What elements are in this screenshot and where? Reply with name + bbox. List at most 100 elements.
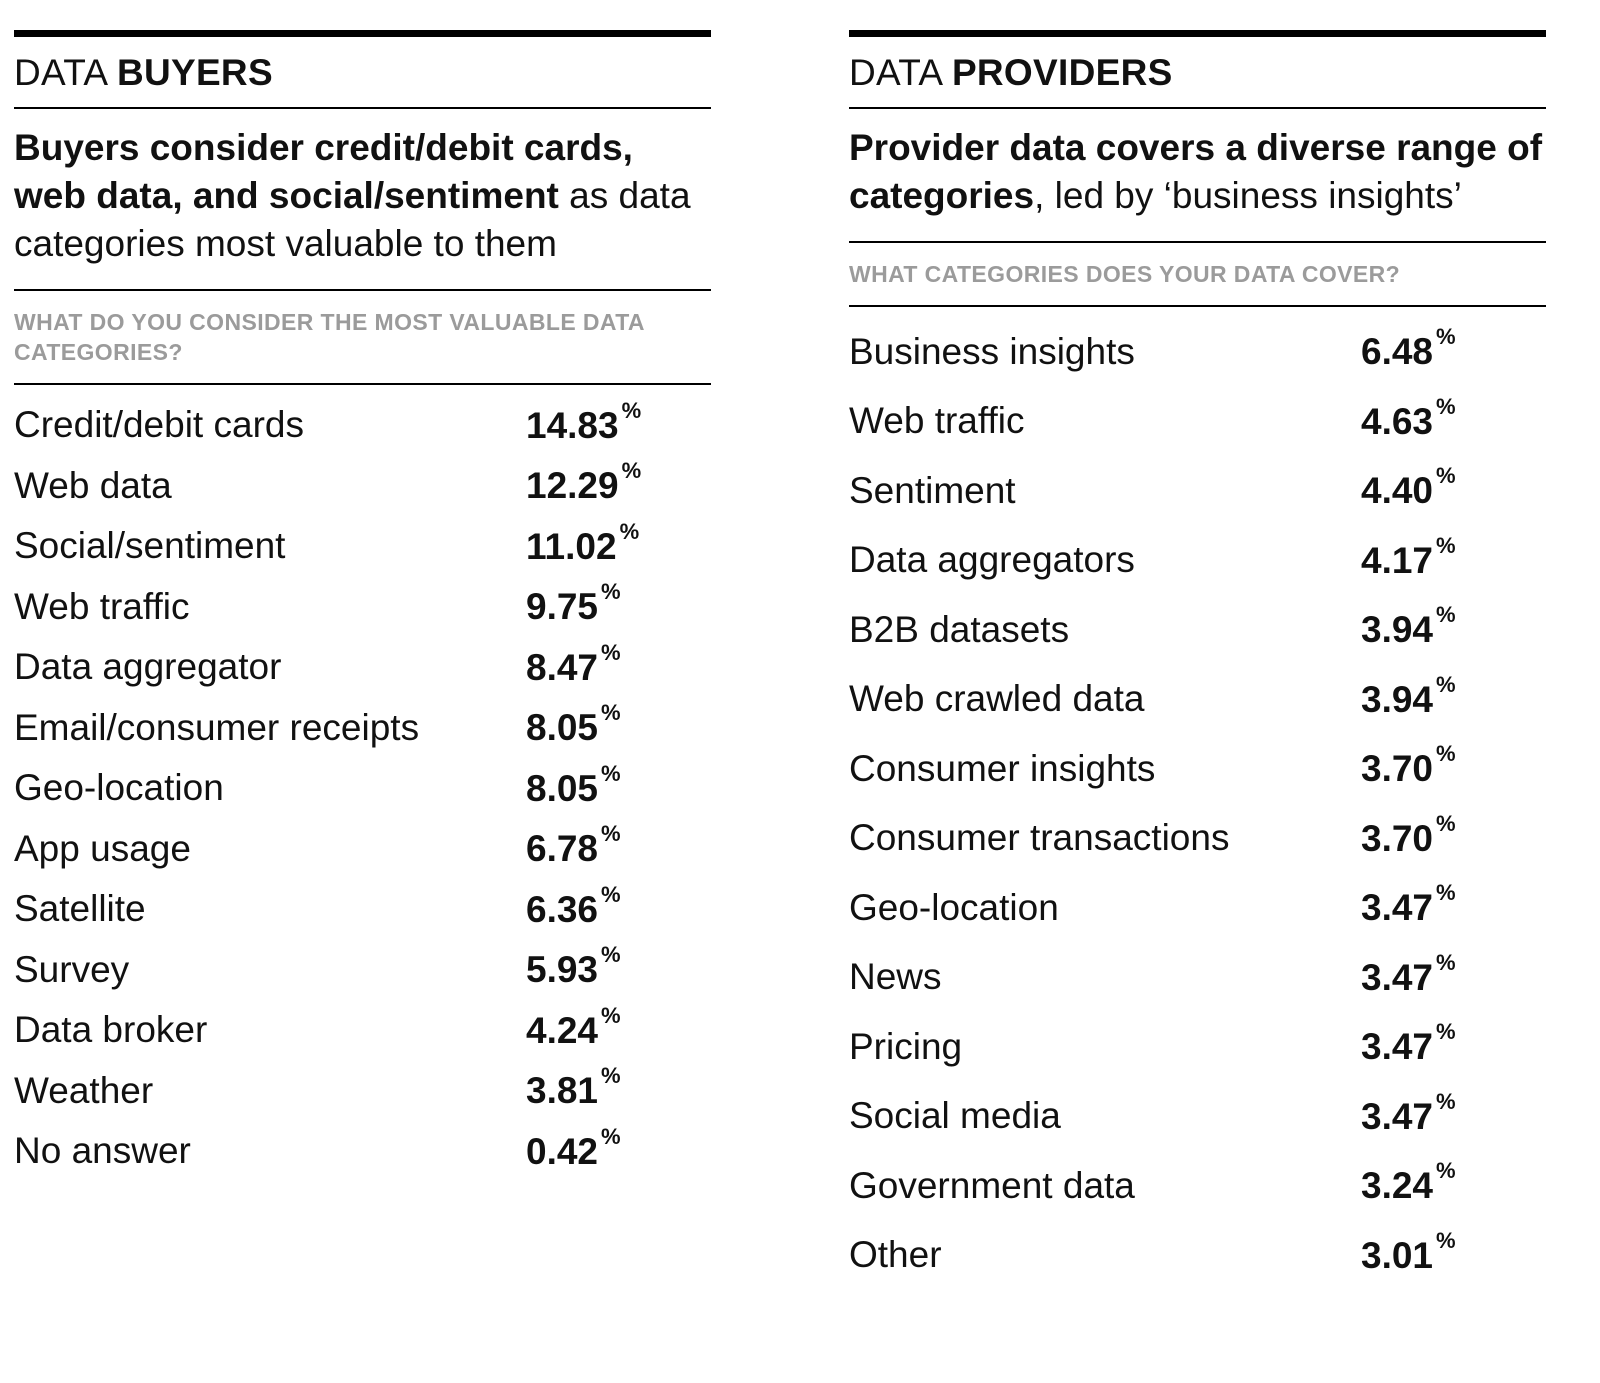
row-value: 6.36% bbox=[526, 883, 621, 930]
table-row: Web traffic 4.63% bbox=[849, 387, 1546, 457]
row-value: 3.47% bbox=[1361, 882, 1456, 929]
row-value-number: 6.36 bbox=[526, 888, 599, 930]
row-value: 8.05% bbox=[526, 762, 621, 807]
row-value-number: 9.75 bbox=[526, 586, 599, 628]
buyers-headline-regular: as data categories most valuable to them bbox=[14, 175, 691, 265]
row-value: 3.24% bbox=[1361, 1160, 1456, 1205]
row-value-number: 3.47 bbox=[1361, 887, 1434, 929]
table-row: App usage 6.78% bbox=[14, 819, 711, 880]
buyers-kicker-bold: BUYERS bbox=[116, 52, 273, 93]
row-label: Geo-location bbox=[849, 886, 1059, 928]
buyers-kicker-rule bbox=[14, 107, 711, 109]
buyers-headline-rule bbox=[14, 289, 711, 292]
row-value: 3.94% bbox=[1361, 604, 1456, 649]
providers-kicker-light: DATA bbox=[849, 52, 952, 93]
providers-panel: DATA PROVIDERS Provider data covers a di… bbox=[849, 30, 1546, 1290]
table-row: Consumer insights 3.70% bbox=[849, 734, 1546, 804]
row-label: App usage bbox=[14, 827, 191, 869]
percent-sign: % bbox=[1436, 393, 1456, 419]
percent-sign: % bbox=[601, 1002, 621, 1028]
percent-sign: % bbox=[621, 458, 642, 484]
table-row: B2B datasets 3.94% bbox=[849, 595, 1546, 665]
percent-sign: % bbox=[1436, 1019, 1456, 1045]
table-row: Data broker 4.24% bbox=[14, 1000, 711, 1061]
row-value-number: 0.42 bbox=[526, 1130, 599, 1172]
row-label: Sentiment bbox=[849, 469, 1016, 511]
table-row: Pricing 3.47% bbox=[849, 1012, 1546, 1082]
providers-table: Business insights 6.48% Web traffic 4.63… bbox=[849, 307, 1546, 1290]
buyers-table: Credit/debit cards 14.83% Web data 12.29… bbox=[14, 385, 711, 1182]
table-row: Web data 12.29% bbox=[14, 456, 711, 517]
table-row: Web traffic 9.75% bbox=[14, 577, 711, 638]
row-label: Satellite bbox=[14, 888, 146, 930]
table-row: News 3.47% bbox=[849, 943, 1546, 1013]
percent-sign: % bbox=[1436, 810, 1456, 836]
row-label: Web crawled data bbox=[849, 678, 1145, 720]
row-label: Email/consumer receipts bbox=[14, 706, 420, 748]
percent-sign: % bbox=[601, 881, 621, 907]
row-label: Social media bbox=[849, 1095, 1061, 1137]
infographic-page: DATA BUYERS Buyers consider credit/debit… bbox=[14, 30, 1546, 1290]
row-value: 8.47% bbox=[526, 641, 621, 686]
table-row: Weather 3.81% bbox=[14, 1061, 711, 1122]
row-value-number: 3.47 bbox=[1361, 1095, 1434, 1137]
row-value: 3.47% bbox=[1361, 1021, 1456, 1066]
percent-sign: % bbox=[601, 760, 621, 786]
row-value-number: 3.47 bbox=[1361, 956, 1434, 998]
row-label: Geo-location bbox=[14, 767, 224, 809]
row-label: Business insights bbox=[849, 330, 1135, 372]
buyers-question-rule bbox=[14, 383, 711, 386]
percent-sign: % bbox=[1436, 463, 1456, 489]
row-value: 6.48% bbox=[1361, 326, 1456, 373]
percent-sign: % bbox=[1436, 1158, 1456, 1184]
row-value: 0.42% bbox=[526, 1125, 621, 1172]
row-label: Other bbox=[849, 1234, 942, 1276]
row-value: 14.83% bbox=[526, 399, 641, 444]
table-row: Business insights 6.48% bbox=[849, 317, 1546, 387]
row-value: 11.02% bbox=[526, 520, 639, 565]
row-label: Web traffic bbox=[849, 400, 1025, 442]
row-value: 8.05% bbox=[526, 702, 621, 747]
row-label: Consumer transactions bbox=[849, 817, 1230, 859]
row-value-number: 6.48 bbox=[1361, 331, 1434, 373]
table-row: Survey 5.93% bbox=[14, 940, 711, 1001]
row-label: Government data bbox=[849, 1164, 1135, 1206]
percent-sign: % bbox=[1436, 880, 1456, 906]
row-label: News bbox=[849, 956, 942, 998]
row-value: 12.29% bbox=[526, 460, 641, 507]
buyers-headline-bold: Buyers consider credit/debit cards, web … bbox=[14, 127, 633, 217]
table-row: Government data 3.24% bbox=[849, 1151, 1546, 1221]
table-row: Social media 3.47% bbox=[849, 1082, 1546, 1152]
table-row: Email/consumer receipts 8.05% bbox=[14, 698, 711, 759]
row-value: 4.17% bbox=[1361, 534, 1456, 579]
providers-question: WHAT CATEGORIES DOES YOUR DATA COVER? bbox=[849, 261, 1401, 288]
row-value-number: 12.29 bbox=[526, 465, 619, 507]
row-value-number: 4.24 bbox=[526, 1009, 599, 1051]
row-value-number: 4.40 bbox=[1361, 470, 1434, 512]
row-label: Survey bbox=[14, 948, 130, 990]
buyers-panel: DATA BUYERS Buyers consider credit/debit… bbox=[14, 30, 711, 1290]
percent-sign: % bbox=[1436, 1088, 1456, 1114]
table-row: Geo-location 3.47% bbox=[849, 873, 1546, 943]
providers-kicker-rule bbox=[849, 107, 1546, 109]
row-value: 4.24% bbox=[526, 1004, 621, 1051]
percent-sign: % bbox=[1436, 602, 1456, 628]
row-value: 5.93% bbox=[526, 944, 621, 989]
row-value: 4.63% bbox=[1361, 395, 1456, 442]
percent-sign: % bbox=[601, 639, 621, 665]
row-value-number: 3.81 bbox=[526, 1070, 599, 1112]
row-value-number: 6.78 bbox=[526, 828, 599, 870]
percent-sign: % bbox=[1436, 532, 1456, 558]
row-value: 3.01% bbox=[1361, 1229, 1456, 1274]
percent-sign: % bbox=[601, 942, 621, 968]
table-row: Sentiment 4.40% bbox=[849, 456, 1546, 526]
row-value-number: 4.63 bbox=[1361, 400, 1434, 442]
row-value: 3.47% bbox=[1361, 951, 1456, 998]
table-row: Satellite 6.36% bbox=[14, 879, 711, 940]
percent-sign: % bbox=[601, 821, 621, 847]
row-label: Data broker bbox=[14, 1009, 208, 1051]
percent-sign: % bbox=[1436, 671, 1456, 697]
row-value: 3.81% bbox=[526, 1065, 621, 1112]
percent-sign: % bbox=[1436, 949, 1456, 975]
row-value-number: 3.70 bbox=[1361, 817, 1434, 859]
